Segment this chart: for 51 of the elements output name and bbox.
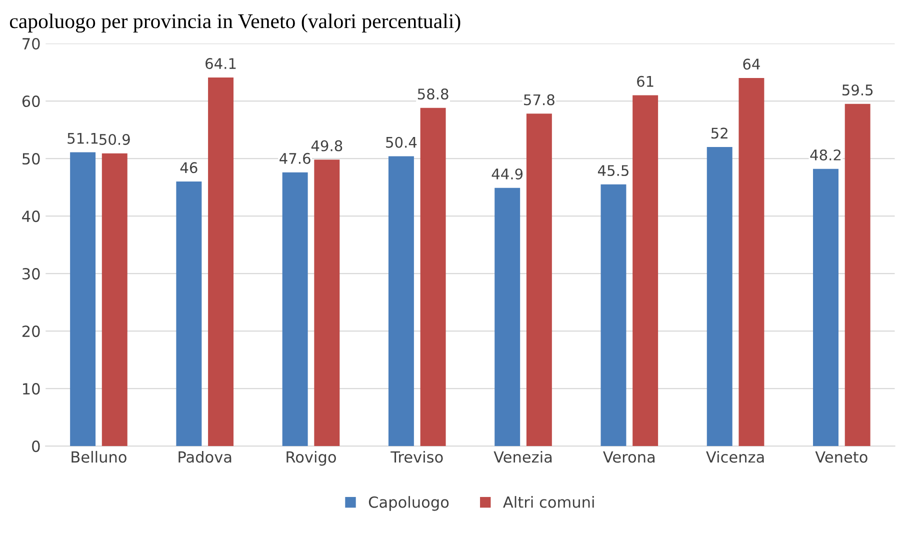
data-label: 46: [180, 162, 198, 174]
bar: [632, 95, 658, 446]
x-tick-label: Belluno: [72, 450, 126, 463]
y-tick-label: 30: [22, 268, 40, 280]
chart-title: capoluogo per provincia in Veneto (valori percentuali): [10, 14, 460, 33]
data-label: 47.6: [280, 152, 310, 164]
x-tick-label: Rovigo: [286, 450, 336, 466]
bar: [706, 147, 732, 446]
bar: [738, 78, 764, 446]
x-tick-label: Veneto: [815, 451, 868, 463]
y-tick-label: 0: [32, 440, 40, 452]
data-label: 49.8: [311, 140, 342, 152]
bar: [102, 153, 128, 446]
x-tick-label: Padova: [178, 450, 232, 463]
bar: [282, 172, 308, 446]
bar: [494, 188, 520, 446]
data-label: 57.8: [524, 94, 554, 106]
x-tick-label: Vicenza: [706, 450, 764, 463]
data-label: 58.8: [418, 88, 448, 100]
x-tick-label: Treviso: [390, 450, 443, 463]
y-tick-label: 20: [22, 326, 40, 338]
data-label: 50.4: [386, 136, 417, 148]
data-label: 44.9: [492, 168, 523, 180]
bar: [208, 77, 234, 446]
bar: [176, 182, 202, 446]
data-label: 52: [711, 128, 728, 139]
legend-label: Capoluogo: [368, 496, 449, 511]
data-label: 59.5: [842, 84, 873, 96]
bar: [420, 108, 446, 446]
data-label: 64.1: [206, 58, 236, 70]
data-label: 61: [637, 76, 654, 87]
y-tick-label: 70: [22, 38, 40, 50]
bar: [526, 114, 552, 446]
data-label: 48.2: [810, 149, 841, 161]
data-label: 45.5: [598, 165, 628, 176]
data-label: 64: [743, 58, 760, 70]
x-tick-label: Verona: [603, 451, 655, 463]
y-tick-label: 60: [22, 95, 40, 108]
x-tick-label: Venezia: [494, 450, 552, 463]
y-tick-label: 10: [23, 383, 40, 395]
y-tick-label: 40: [22, 210, 40, 222]
bar: [813, 168, 838, 446]
y-tick-label: 50: [22, 153, 40, 165]
legend-label: Altri comuni: [503, 496, 594, 508]
bar: [388, 156, 414, 446]
data-label: 51.1: [68, 132, 98, 144]
bar: [314, 160, 340, 446]
bar: [70, 152, 96, 446]
data-label: 50.9: [100, 134, 130, 145]
bar: [844, 104, 870, 446]
bar: [600, 184, 626, 446]
